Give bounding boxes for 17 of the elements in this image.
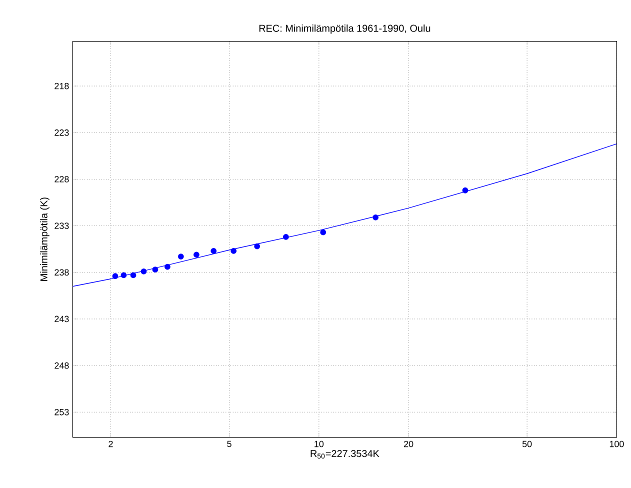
x-tick-label: 50 <box>522 440 532 448</box>
y-tick-label: 218 <box>54 82 69 90</box>
y-tick-label: 253 <box>54 408 69 416</box>
y-tick-label: 243 <box>54 316 69 322</box>
x-tick-label: 100 <box>610 440 624 448</box>
x-tick-label: 10 <box>314 440 324 448</box>
y-tick-label: 233 <box>54 222 69 229</box>
y-tick-label: 223 <box>54 129 69 136</box>
y-tick-label: 238 <box>54 269 69 276</box>
chart-title: REC: Minimilämpötila 1961-1990, Oulu <box>259 24 430 34</box>
x-tick-label: 5 <box>227 440 232 448</box>
x-tick-label: 20 <box>404 440 414 448</box>
y-axis-title: Minimilämpötila (K) <box>40 198 50 281</box>
y-tick-label: 248 <box>54 362 69 369</box>
y-tick-label: 228 <box>54 176 69 182</box>
x-tick-label: 2 <box>108 440 113 448</box>
x-axis-title: R$_{50}$=227.3534K <box>310 450 380 459</box>
